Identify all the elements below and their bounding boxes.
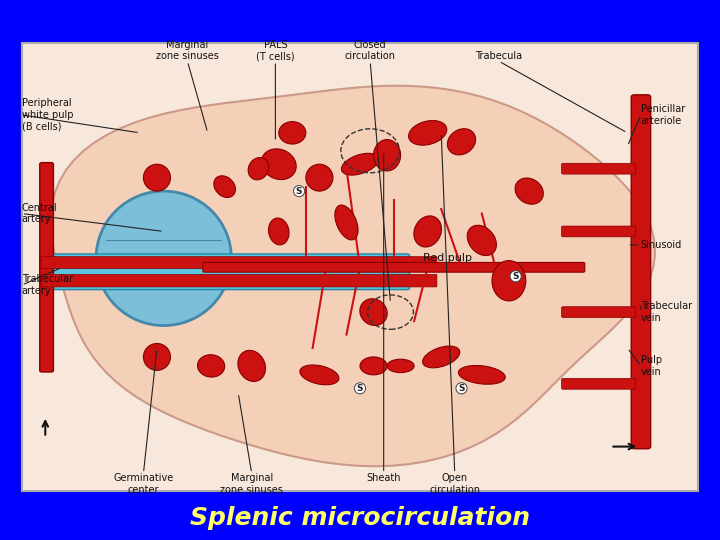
FancyBboxPatch shape	[41, 256, 437, 268]
Text: PALS
(T cells): PALS (T cells)	[256, 39, 294, 61]
Text: Germinative
center: Germinative center	[113, 474, 174, 495]
Ellipse shape	[214, 176, 235, 198]
FancyBboxPatch shape	[631, 95, 651, 449]
Text: Peripheral
white pulp
(B cells): Peripheral white pulp (B cells)	[22, 98, 73, 132]
Text: S: S	[296, 187, 302, 195]
Text: Trabecular
vein: Trabecular vein	[641, 301, 692, 323]
Ellipse shape	[300, 365, 339, 385]
FancyBboxPatch shape	[562, 307, 636, 318]
Text: Closed
circulation: Closed circulation	[345, 39, 396, 61]
Text: Splenic microcirculation: Splenic microcirculation	[190, 507, 530, 530]
Ellipse shape	[414, 216, 441, 247]
Ellipse shape	[261, 149, 296, 180]
Ellipse shape	[143, 343, 171, 370]
Ellipse shape	[238, 350, 266, 381]
FancyBboxPatch shape	[203, 262, 585, 272]
Ellipse shape	[360, 299, 387, 326]
FancyBboxPatch shape	[40, 163, 53, 372]
Ellipse shape	[360, 357, 387, 375]
Ellipse shape	[248, 158, 269, 180]
Ellipse shape	[467, 225, 496, 255]
Polygon shape	[51, 86, 655, 466]
Text: Marginal
zone sinuses: Marginal zone sinuses	[220, 474, 283, 495]
Ellipse shape	[387, 359, 414, 373]
Ellipse shape	[279, 122, 306, 144]
Text: Sheath: Sheath	[366, 474, 401, 483]
Ellipse shape	[96, 191, 231, 326]
FancyBboxPatch shape	[562, 226, 636, 237]
FancyBboxPatch shape	[562, 379, 636, 389]
Text: Sinusoid: Sinusoid	[641, 240, 682, 250]
Text: S: S	[513, 272, 519, 281]
Ellipse shape	[269, 218, 289, 245]
Ellipse shape	[374, 139, 400, 171]
Text: Pulp
vein: Pulp vein	[641, 355, 662, 377]
Text: Central
artery: Central artery	[22, 202, 57, 224]
Text: S: S	[458, 384, 465, 393]
FancyBboxPatch shape	[40, 254, 410, 289]
Text: Open
circulation: Open circulation	[429, 474, 480, 495]
Ellipse shape	[423, 346, 460, 368]
Text: S: S	[356, 384, 364, 393]
Ellipse shape	[492, 261, 526, 301]
Text: Trabecular
artery: Trabecular artery	[22, 274, 73, 296]
Ellipse shape	[306, 164, 333, 191]
Ellipse shape	[197, 355, 225, 377]
Text: Penicillar
arteriole: Penicillar arteriole	[641, 104, 685, 126]
FancyBboxPatch shape	[562, 163, 636, 174]
FancyBboxPatch shape	[41, 274, 437, 287]
Ellipse shape	[515, 178, 544, 204]
Ellipse shape	[408, 120, 447, 145]
Ellipse shape	[459, 366, 505, 384]
Text: Trabecula: Trabecula	[475, 51, 522, 61]
Ellipse shape	[335, 205, 358, 240]
Ellipse shape	[341, 153, 379, 175]
Ellipse shape	[143, 164, 171, 191]
Text: Red pulp: Red pulp	[423, 253, 472, 264]
FancyBboxPatch shape	[22, 43, 698, 491]
Text: Marginal
zone sinuses: Marginal zone sinuses	[156, 39, 219, 61]
Ellipse shape	[447, 129, 476, 155]
